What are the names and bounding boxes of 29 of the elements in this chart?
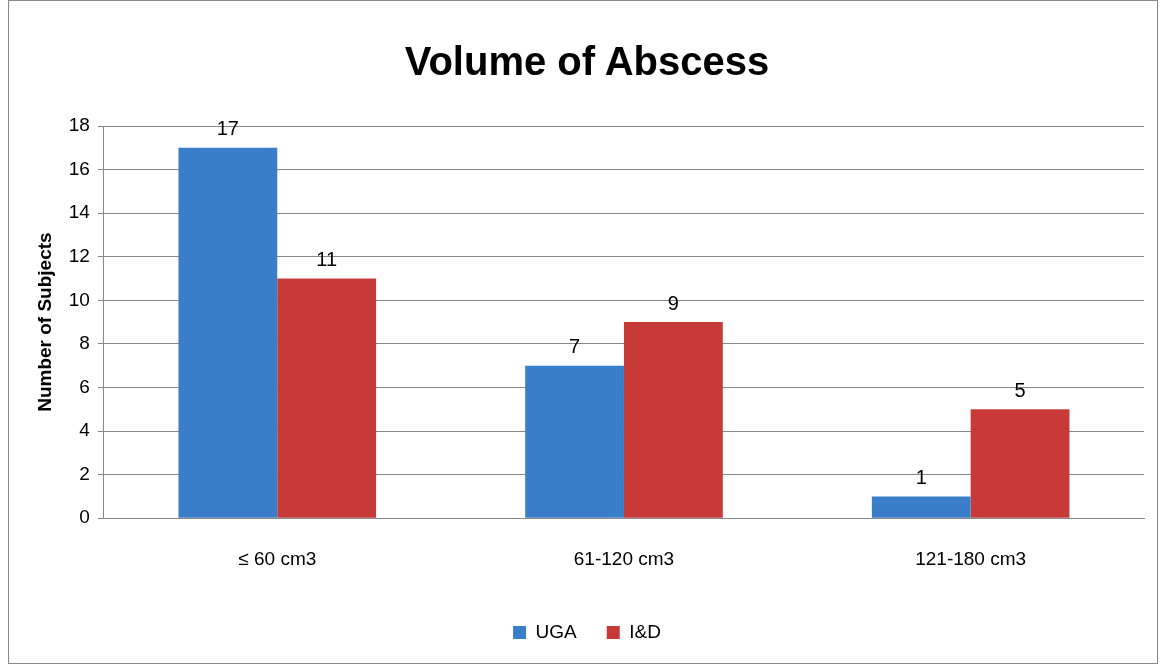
y-tick-label: 6 — [79, 375, 90, 397]
bar — [277, 278, 377, 518]
y-axis-title: Number of Subjects — [33, 232, 55, 412]
y-tick-label: 18 — [68, 114, 90, 136]
y-tick-label: 4 — [79, 419, 91, 441]
bar — [623, 322, 723, 518]
data-label: 5 — [1014, 378, 1026, 401]
y-tick-label: 12 — [68, 244, 90, 266]
bar — [525, 365, 624, 518]
x-tick-label: 121-180 cm3 — [915, 547, 1027, 569]
legend-label: I&D — [629, 620, 661, 642]
y-tick-label: 14 — [68, 201, 91, 223]
data-label: 9 — [667, 291, 679, 314]
y-tick-label: 8 — [79, 332, 90, 354]
bar — [871, 496, 971, 518]
data-label: 7 — [569, 335, 581, 358]
x-tick-label: ≤ 60 cm3 — [238, 547, 317, 569]
bar — [178, 147, 278, 518]
data-label: 1 — [915, 465, 927, 488]
legend-label: UGA — [535, 620, 578, 642]
y-tick-label: 16 — [68, 157, 90, 179]
chart-title: Volume of Abscess — [404, 39, 770, 84]
data-label: 17 — [216, 117, 239, 140]
data-label: 11 — [316, 248, 338, 271]
x-tick-label: 61-120 cm3 — [573, 547, 675, 569]
y-tick-label: 0 — [79, 506, 90, 528]
y-tick-label: 2 — [79, 462, 90, 484]
y-tick-label: 10 — [68, 288, 90, 310]
bar — [970, 409, 1070, 518]
